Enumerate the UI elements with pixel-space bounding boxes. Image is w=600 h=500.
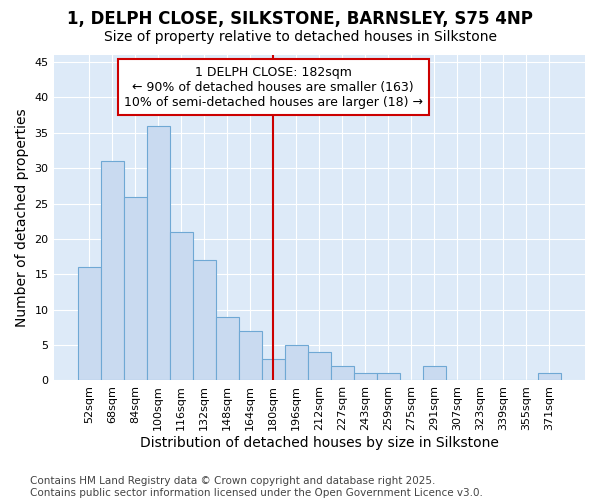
Bar — [354, 374, 377, 380]
Bar — [193, 260, 216, 380]
Text: 1, DELPH CLOSE, SILKSTONE, BARNSLEY, S75 4NP: 1, DELPH CLOSE, SILKSTONE, BARNSLEY, S75… — [67, 10, 533, 28]
Bar — [262, 359, 285, 380]
Text: Size of property relative to detached houses in Silkstone: Size of property relative to detached ho… — [104, 30, 497, 44]
Bar — [538, 374, 561, 380]
Text: 1 DELPH CLOSE: 182sqm
← 90% of detached houses are smaller (163)
10% of semi-det: 1 DELPH CLOSE: 182sqm ← 90% of detached … — [124, 66, 423, 108]
Y-axis label: Number of detached properties: Number of detached properties — [15, 108, 29, 327]
Bar — [124, 196, 147, 380]
Bar — [239, 331, 262, 380]
Bar — [423, 366, 446, 380]
Bar — [147, 126, 170, 380]
Bar — [331, 366, 354, 380]
Bar — [285, 345, 308, 380]
Bar — [308, 352, 331, 380]
Text: Contains HM Land Registry data © Crown copyright and database right 2025.
Contai: Contains HM Land Registry data © Crown c… — [30, 476, 483, 498]
X-axis label: Distribution of detached houses by size in Silkstone: Distribution of detached houses by size … — [140, 436, 499, 450]
Bar — [377, 374, 400, 380]
Bar — [216, 317, 239, 380]
Bar — [170, 232, 193, 380]
Bar — [101, 161, 124, 380]
Bar — [77, 268, 101, 380]
